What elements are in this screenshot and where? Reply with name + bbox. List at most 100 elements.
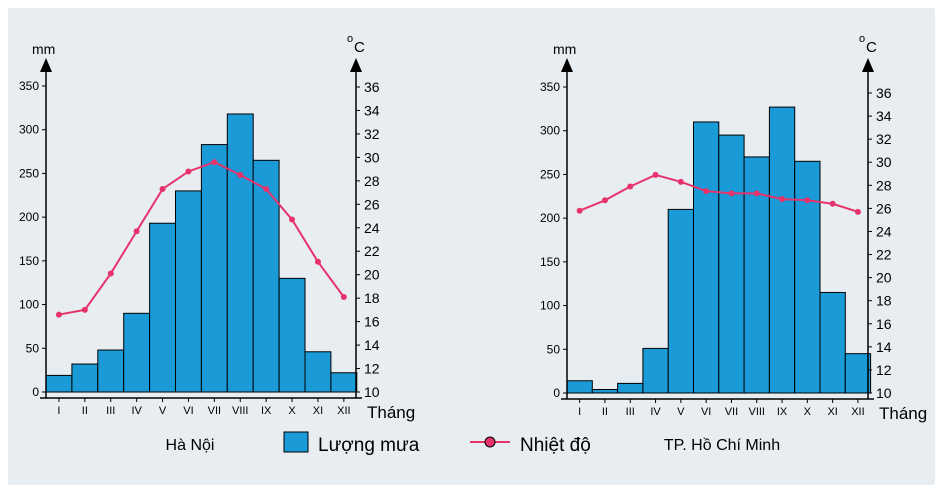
right-axis-arrow [350, 58, 362, 72]
right-tick-label: 28 [364, 173, 380, 189]
temperature-point-X [804, 197, 811, 204]
x-tick-label: XI [313, 405, 323, 417]
rain-bar-III [617, 382, 644, 394]
right-tick-label: 12 [876, 362, 892, 378]
rain-bar-VII [718, 134, 745, 394]
x-tick-label: X [288, 405, 296, 417]
right-tick-label: 12 [364, 361, 380, 377]
right-tick-label: 34 [876, 108, 892, 124]
x-tick-label: VI [183, 405, 193, 417]
right-tick-label: 18 [876, 293, 892, 309]
left-tick-label: 200 [540, 211, 560, 225]
legend-temp-dot [484, 436, 496, 448]
left-tick-label: 100 [19, 298, 39, 312]
left-tick-label: 50 [547, 342, 561, 356]
temperature-point-XII [340, 293, 347, 300]
right-tick-label: 14 [364, 337, 380, 353]
x-axis-label: Tháng [879, 404, 927, 423]
rain-bar-XI [304, 351, 332, 393]
temperature-point-IV [133, 228, 140, 235]
legend: Lượng mưa Nhiệt độ [283, 431, 591, 456]
chart-2: mm 0 50 100 150 200 250 300 350 o C 10 12 14 16 18 20 22 2… [540, 33, 927, 454]
rain-bar-VIII [226, 113, 254, 393]
temperature-point-II [601, 197, 608, 204]
left-tick-label: 150 [19, 254, 39, 268]
rain-bar-I [45, 374, 73, 393]
right-tick-label: 20 [876, 270, 892, 286]
x-tick-label: VIII [748, 406, 765, 418]
left-tick-label: 0 [32, 385, 39, 399]
x-tick-label: VII [208, 405, 221, 417]
left-tick-label: 300 [540, 124, 560, 138]
rain-bar-V [667, 208, 695, 394]
chart-title: TP. Hồ Chí Minh [664, 437, 780, 454]
x-tick-label: III [626, 406, 635, 418]
right-tick-label: 30 [364, 149, 380, 165]
right-tick-label: 36 [364, 79, 380, 95]
legend-rain-swatch [283, 431, 309, 453]
right-tick-label: 10 [364, 384, 380, 400]
right-axis-unit-degree: o [347, 33, 353, 45]
x-tick-label: I [57, 405, 60, 417]
right-tick-label: 14 [876, 339, 892, 355]
temperature-point-IX [779, 196, 786, 203]
chart-1: mm 0 50 100 150 200 250 300 350 o C 10 12 14 16 18 20 22 2… [19, 33, 415, 454]
left-axis-arrow [561, 58, 573, 72]
temperature-point-X [289, 216, 296, 223]
rain-bar-VII [200, 144, 228, 393]
right-tick-label: 34 [364, 102, 380, 118]
right-axis-unit: C [354, 39, 365, 56]
right-axis-unit-degree: o [859, 33, 865, 45]
x-tick-label: XII [851, 406, 864, 418]
rain-bar-X [278, 277, 306, 393]
right-tick-label: 16 [364, 314, 380, 330]
right-tick-label: 30 [876, 154, 892, 170]
left-axis-unit: mm [32, 41, 55, 57]
temperature-point-VII [211, 159, 218, 166]
chart-title: Hà Nội [166, 437, 215, 454]
rain-bar-I [566, 380, 593, 394]
right-tick-label: 36 [876, 85, 892, 101]
temperature-point-I [55, 311, 62, 318]
x-tick-label: V [159, 405, 167, 417]
left-tick-label: 250 [19, 166, 39, 180]
right-tick-label: 16 [876, 316, 892, 332]
rain-bar-IV [642, 347, 669, 394]
temperature-point-XI [314, 258, 321, 265]
rain-bar-XII [844, 353, 872, 394]
temperature-point-V [677, 178, 684, 185]
left-axis-unit: mm [553, 41, 576, 57]
x-tick-label: II [82, 405, 88, 417]
x-tick-label: IV [650, 406, 661, 418]
right-tick-label: 28 [876, 177, 892, 193]
left-tick-label: 200 [19, 210, 39, 224]
right-axis-arrow [862, 58, 874, 72]
x-tick-label: XI [827, 406, 837, 418]
rain-bar-III [97, 349, 125, 393]
temperature-point-II [81, 306, 88, 313]
left-tick-label: 150 [540, 255, 560, 269]
temperature-line [579, 173, 859, 213]
left-tick-label: 50 [26, 341, 40, 355]
x-tick-label: III [106, 405, 115, 417]
right-tick-label: 22 [364, 243, 380, 259]
temperature-point-VII [728, 190, 735, 197]
right-tick-label: 26 [364, 196, 380, 212]
right-tick-label: 24 [876, 223, 892, 239]
right-tick-label: 18 [364, 290, 380, 306]
right-tick-label: 32 [876, 131, 892, 147]
x-tick-label: VIII [232, 405, 249, 417]
rain-bar-XII [330, 372, 358, 393]
legend-rain-label: Lượng mưa [318, 435, 420, 456]
temperature-point-XI [829, 200, 836, 207]
right-tick-label: 32 [364, 126, 380, 142]
x-tick-label: XII [337, 405, 350, 417]
rain-bar-II [591, 389, 619, 394]
x-tick-label: IX [261, 405, 272, 417]
x-tick-label: I [578, 406, 581, 418]
rain-bar-IX [252, 159, 280, 393]
x-axis-label: Tháng [367, 403, 415, 422]
rain-bar-IV [123, 312, 151, 393]
